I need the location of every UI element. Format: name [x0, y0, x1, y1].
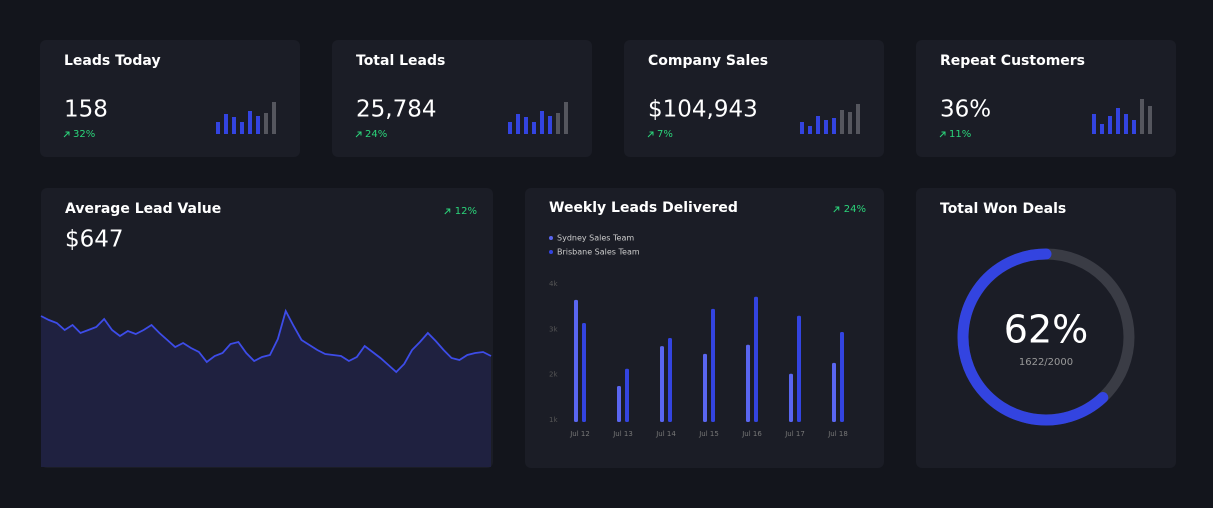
line — [40, 308, 492, 374]
trend-value: 7% — [657, 129, 673, 140]
donut-caption: 1622/2000 — [1019, 357, 1073, 368]
legend-dot — [549, 236, 553, 240]
x-tick-label: Jul 15 — [698, 430, 719, 438]
spark-bar — [264, 113, 268, 134]
chart-title: Weekly Leads Delivered — [549, 200, 738, 216]
x-tick-label: Jul 13 — [612, 430, 633, 438]
x-tick-label: Jul 12 — [569, 430, 590, 438]
x-tick-label: Jul 18 — [827, 430, 848, 438]
bar — [754, 296, 758, 422]
chart-title: Average Lead Value — [65, 201, 221, 217]
stat-value: 158 — [64, 97, 108, 123]
trend-value: 24% — [844, 204, 866, 215]
spark-bar — [832, 118, 836, 134]
x-tick-label: Jul 16 — [741, 430, 762, 438]
trend-arrow — [355, 131, 362, 138]
bar — [660, 346, 664, 422]
x-tick-label: Jul 17 — [784, 430, 805, 438]
spark-bar — [1108, 116, 1112, 134]
y-tick-label: 2k — [549, 371, 558, 379]
stat-title: Total Leads — [356, 53, 445, 69]
bar — [617, 386, 621, 422]
spark-bar — [808, 126, 812, 134]
legend-label: Sydney Sales Team — [557, 234, 634, 243]
trend-arrow — [939, 131, 946, 138]
spark-bar — [508, 122, 512, 134]
legend-dot — [549, 250, 553, 254]
spark-bar — [232, 117, 236, 134]
bar — [574, 299, 578, 422]
spark-bar — [240, 122, 244, 134]
spark-bar — [824, 120, 828, 134]
spark-bar — [816, 116, 820, 134]
trend-arrow — [63, 131, 70, 138]
trend-arrow — [833, 206, 840, 213]
spark-bar — [272, 102, 276, 134]
x-tick-label: Jul 14 — [655, 430, 676, 438]
spark-bar — [848, 112, 852, 134]
spark-bar — [248, 111, 252, 134]
trend-value: 11% — [949, 129, 971, 140]
bar — [625, 368, 629, 422]
y-tick-label: 3k — [549, 325, 558, 333]
spark-bar — [256, 116, 260, 134]
bar — [832, 362, 836, 422]
bar — [797, 315, 801, 422]
spark-bar — [1124, 114, 1128, 134]
bar — [582, 322, 586, 422]
spark-bar — [1116, 108, 1120, 134]
spark-bar — [856, 104, 860, 134]
spark-bar — [556, 113, 560, 134]
stat-title: Leads Today — [64, 53, 161, 69]
bar — [746, 344, 750, 422]
bar — [668, 337, 672, 422]
spark-bar — [540, 111, 544, 134]
card — [525, 188, 884, 468]
spark-bar — [1092, 114, 1096, 134]
chart-value: $647 — [65, 227, 124, 253]
spark-bar — [532, 122, 536, 134]
spark-bar — [800, 122, 804, 134]
spark-bar — [1140, 99, 1144, 134]
bar — [789, 373, 793, 422]
bar — [703, 353, 707, 422]
stat-value: 36% — [940, 97, 991, 123]
spark-bar — [516, 114, 520, 134]
spark-bar — [224, 114, 228, 134]
trend-arrow — [647, 131, 654, 138]
y-tick-label: 4k — [549, 280, 558, 288]
spark-bar — [216, 122, 220, 134]
stat-title: Company Sales — [648, 53, 768, 69]
legend-label: Brisbane Sales Team — [557, 248, 640, 257]
spark-bar — [1100, 124, 1104, 134]
y-tick-label: 1k — [549, 416, 558, 424]
stat-value: 25,784 — [356, 97, 436, 123]
trend-arrow — [444, 208, 451, 215]
stat-title: Repeat Customers — [940, 53, 1085, 69]
spark-bar — [564, 102, 568, 134]
trend-value: 32% — [73, 129, 95, 140]
trend-value: 12% — [455, 206, 477, 217]
spark-bar — [840, 110, 844, 134]
donut-arc — [957, 248, 1109, 426]
spark-bar — [548, 116, 552, 134]
trend-value: 24% — [365, 129, 387, 140]
chart-title: Total Won Deals — [940, 201, 1066, 217]
card — [916, 188, 1176, 468]
spark-bar — [524, 117, 528, 134]
bar — [711, 308, 715, 422]
spark-bar — [1148, 106, 1152, 134]
bar — [840, 332, 844, 422]
donut-value: 62% — [1004, 308, 1088, 352]
line-area — [41, 311, 491, 467]
spark-bar — [1132, 120, 1136, 134]
stat-value: $104,943 — [648, 97, 758, 123]
